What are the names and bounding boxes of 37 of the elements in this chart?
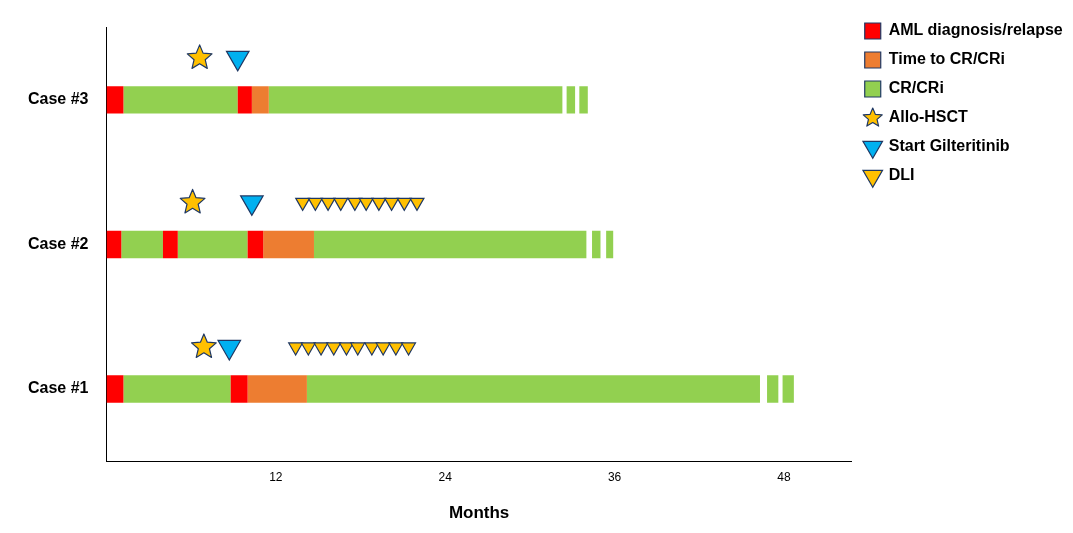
- legend-label: AML diagnosis/relapse: [888, 21, 1063, 39]
- x-tick-label: 36: [607, 469, 622, 484]
- bar: [313, 230, 587, 259]
- bar: [121, 230, 163, 259]
- legend-label: DLI: [888, 166, 915, 184]
- bar: [230, 375, 248, 403]
- bar: [566, 86, 576, 114]
- bar: [251, 86, 269, 114]
- bar: [106, 375, 124, 403]
- y-tick-label: Case #1: [27, 379, 89, 397]
- x-tick-label: 48: [777, 469, 791, 484]
- bar: [592, 230, 601, 259]
- bar: [123, 375, 231, 403]
- legend-label: Allo-HSCT: [888, 108, 969, 126]
- bar: [106, 86, 124, 114]
- bar: [237, 86, 252, 114]
- legend-label: CR/CRi: [888, 79, 944, 97]
- legend-label: Time to CR/CRi: [888, 50, 1005, 68]
- bar: [306, 375, 760, 403]
- bar: [782, 375, 794, 403]
- legend-label: Start Gilteritinib: [888, 137, 1010, 155]
- bar: [579, 86, 588, 114]
- x-tick-label: 24: [438, 469, 453, 484]
- bar: [268, 86, 563, 114]
- y-tick-label: Case #3: [27, 90, 89, 108]
- bar: [263, 230, 314, 259]
- bar: [106, 230, 122, 259]
- bar: [162, 230, 178, 259]
- bar: [177, 230, 248, 259]
- bar: [247, 375, 307, 403]
- x-tick-label: 12: [269, 469, 283, 484]
- bar: [606, 230, 614, 259]
- y-tick-label: Case #2: [27, 234, 89, 252]
- bar: [767, 375, 779, 403]
- bar: [123, 86, 238, 114]
- bar: [247, 230, 264, 259]
- x-axis-title: Months: [448, 503, 510, 523]
